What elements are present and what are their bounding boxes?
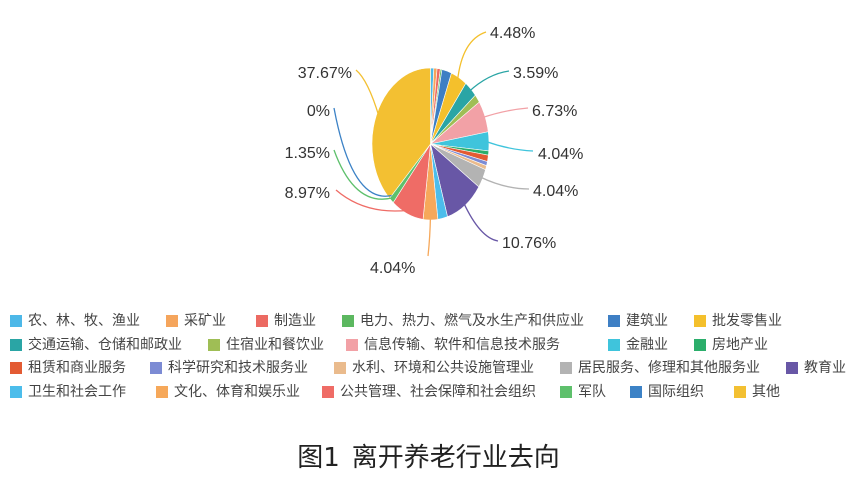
data-label: 8.97% (285, 185, 330, 202)
legend-label: 教育业 (804, 360, 846, 376)
leader-lines (333, 31, 534, 257)
legend-item: 住宿业和餐饮业 (208, 337, 324, 353)
legend-label: 公共管理、社会保障和社会组织 (340, 384, 536, 400)
legend-label: 军队 (578, 384, 606, 400)
leader-line (427, 216, 432, 257)
legend-item: 军队 (560, 384, 606, 400)
legend-label: 建筑业 (626, 313, 668, 329)
data-label: 1.35% (285, 145, 330, 162)
legend-swatch (10, 362, 22, 374)
legend-swatch (322, 386, 334, 398)
legend-item: 文化、体育和娱乐业 (156, 384, 300, 400)
legend-swatch (334, 362, 346, 374)
legend-item: 交通运输、仓储和邮政业 (10, 337, 182, 353)
legend-label: 房地产业 (712, 337, 768, 353)
data-label: 10.76% (502, 235, 556, 252)
data-label: 4.48% (490, 25, 535, 42)
caption-text: 离开养老行业去向 (351, 443, 560, 473)
leader-line (468, 70, 510, 93)
pie-slice (371, 67, 431, 199)
legend-item: 国际组织 (630, 384, 704, 400)
legend-swatch (10, 339, 22, 351)
legend-item: 信息传输、软件和信息技术服务 (346, 337, 560, 353)
legend-item: 教育业 (786, 360, 846, 376)
data-labels: 4.48% 3.59% 6.73% 4.04% 4.04% 10.76% 4.04% 8.97… (285, 25, 584, 277)
legend-swatch (734, 386, 746, 398)
legend-swatch (560, 362, 572, 374)
legend-item: 建筑业 (608, 313, 668, 329)
legend-swatch (694, 339, 706, 351)
data-label: 4.04% (533, 183, 578, 200)
legend-label: 金融业 (626, 337, 668, 353)
legend-item: 金融业 (608, 337, 668, 353)
legend-swatch (208, 339, 220, 351)
legend-item: 其他 (734, 384, 780, 400)
legend-swatch (156, 386, 168, 398)
legend-label: 租赁和商业服务 (28, 360, 126, 376)
legend-swatch (346, 339, 358, 351)
legend-label: 农、林、牧、渔业 (28, 313, 140, 329)
legend-label: 住宿业和餐饮业 (226, 337, 324, 353)
pie-slices (371, 67, 490, 221)
leader-line (335, 189, 409, 212)
legend-label: 水利、环境和公共设施管理业 (352, 360, 534, 376)
figure-number: 图1 (297, 443, 340, 473)
data-label: 6.73% (532, 103, 577, 120)
legend-item: 科学研究和技术服务业 (150, 360, 308, 376)
leader-line (479, 176, 530, 190)
data-label: 0% (307, 103, 330, 120)
data-label: 4.04% (370, 260, 415, 277)
legend-item: 采矿业 (166, 313, 226, 329)
legend-item: 公共管理、社会保障和社会组织 (322, 384, 536, 400)
legend-swatch (608, 339, 620, 351)
legend-label: 信息传输、软件和信息技术服务 (364, 337, 560, 353)
legend-item: 电力、热力、燃气及水生产和供应业 (342, 313, 584, 329)
legend-item: 卫生和社会工作 (10, 384, 126, 400)
legend-item: 居民服务、修理和其他服务业 (560, 360, 760, 376)
legend-item: 农、林、牧、渔业 (10, 313, 140, 329)
legend-item: 批发零售业 (694, 313, 782, 329)
legend-label: 卫生和社会工作 (28, 384, 126, 400)
legend-item: 水利、环境和公共设施管理业 (334, 360, 534, 376)
legend-label: 采矿业 (184, 313, 226, 329)
data-label: 37.67% (298, 65, 352, 82)
pie-chart: 4.48% 3.59% 6.73% 4.04% 4.04% 10.76% 4.04% 8.97… (285, 25, 584, 277)
data-label: 4.04% (538, 146, 583, 163)
legend-swatch (10, 315, 22, 327)
leader-line (485, 140, 534, 152)
legend-label: 批发零售业 (712, 313, 782, 329)
legend-label: 科学研究和技术服务业 (168, 360, 308, 376)
leader-line (333, 149, 394, 200)
legend-swatch (694, 315, 706, 327)
legend-label: 交通运输、仓储和邮政业 (28, 337, 182, 353)
leader-line (355, 69, 380, 117)
legend-label: 其他 (752, 384, 780, 400)
legend-swatch (342, 315, 354, 327)
legend-swatch (560, 386, 572, 398)
legend-swatch (256, 315, 268, 327)
legend-label: 电力、热力、燃气及水生产和供应业 (360, 313, 584, 329)
legend-label: 文化、体育和娱乐业 (174, 384, 300, 400)
data-label: 3.59% (513, 65, 558, 82)
legend-label: 居民服务、修理和其他服务业 (578, 360, 760, 376)
leader-line (482, 107, 529, 119)
legend-swatch (150, 362, 162, 374)
legend-swatch (786, 362, 798, 374)
legend-swatch (608, 315, 620, 327)
legend-swatch (630, 386, 642, 398)
legend-swatch (10, 386, 22, 398)
legend-swatch (166, 315, 178, 327)
figure-caption: 图1 离开养老行业去向 (0, 442, 857, 474)
legend-item: 房地产业 (694, 337, 768, 353)
legend-item: 制造业 (256, 313, 316, 329)
legend-label: 国际组织 (648, 384, 704, 400)
leader-line (462, 201, 499, 242)
legend-item: 租赁和商业服务 (10, 360, 126, 376)
leader-line (333, 107, 392, 197)
leader-line (456, 31, 487, 81)
legend-label: 制造业 (274, 313, 316, 329)
